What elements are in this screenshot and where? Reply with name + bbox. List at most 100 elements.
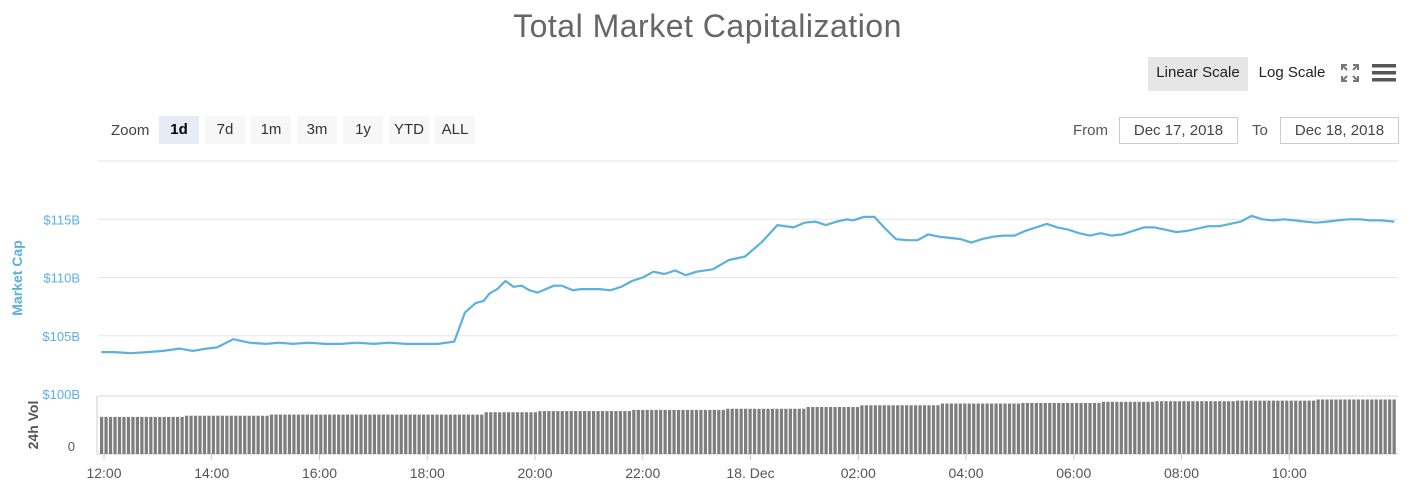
volume-bar — [1016, 403, 1021, 454]
volume-bar — [533, 412, 538, 454]
volume-bar — [265, 415, 269, 454]
volume-bar — [520, 412, 524, 454]
volume-bar — [1057, 402, 1061, 454]
volume-bar — [578, 411, 582, 454]
volume-bar — [417, 414, 421, 454]
volume-bar — [1119, 401, 1123, 454]
volume-bar — [135, 416, 139, 454]
zoom-7d-button[interactable]: 7d — [205, 116, 245, 144]
volume-bar — [981, 403, 985, 454]
volume-bar — [690, 409, 694, 454]
zoom-1y-button[interactable]: 1y — [343, 116, 383, 144]
volume-bar — [1115, 401, 1119, 454]
volume-bar — [1039, 402, 1043, 454]
volume-bar — [1249, 400, 1253, 454]
volume-bar — [426, 414, 430, 454]
x-tick-label: 08:00 — [1164, 465, 1199, 481]
volume-bar — [761, 408, 766, 454]
volume-bar — [659, 409, 663, 454]
volume-bar — [1352, 399, 1356, 454]
volume-bar — [900, 405, 904, 454]
volume-bar — [998, 403, 1003, 454]
volume-bar — [703, 409, 707, 454]
to-date-input[interactable] — [1280, 117, 1399, 144]
volume-bar — [413, 414, 417, 454]
log-scale-button[interactable]: Log Scale — [1258, 64, 1326, 81]
volume-bar — [712, 409, 716, 454]
zoom-1m-button[interactable]: 1m — [251, 116, 291, 144]
volume-bar — [1285, 400, 1289, 454]
volume-bar — [1088, 402, 1092, 454]
volume-bar — [784, 408, 788, 454]
volume-bar — [345, 414, 350, 454]
zoom-ytd-button[interactable]: YTD — [389, 116, 429, 144]
volume-bar — [274, 414, 278, 454]
volume-bar — [1209, 401, 1213, 454]
volume-bar — [1240, 400, 1244, 454]
volume-bar — [167, 416, 171, 454]
volume-bar — [229, 415, 233, 454]
volume-bar — [869, 405, 873, 454]
volume-bar — [802, 408, 806, 454]
volume-bar — [1025, 402, 1030, 454]
volume-bar — [636, 409, 640, 454]
from-date-input[interactable] — [1119, 117, 1238, 144]
volume-bar — [1133, 401, 1137, 454]
volume-bar — [466, 414, 470, 454]
volume-bar — [891, 405, 895, 454]
volume-bar — [654, 409, 658, 454]
volume-bar — [1074, 402, 1079, 454]
volume-bar — [591, 411, 596, 454]
volume-bar — [198, 415, 202, 454]
x-tick-label: 06:00 — [1056, 465, 1091, 481]
zoom-all-button[interactable]: ALL — [435, 116, 475, 144]
volume-bar — [650, 409, 654, 454]
volume-bar — [587, 411, 591, 454]
volume-bar — [972, 403, 976, 454]
volume-bar — [1083, 402, 1088, 454]
volume-bar — [207, 415, 211, 454]
zoom-3m-button[interactable]: 3m — [297, 116, 337, 144]
volume-bar — [162, 416, 166, 454]
zoom-1d-button[interactable]: 1d — [159, 116, 199, 144]
volume-bar — [390, 414, 394, 454]
volume-bar — [1325, 399, 1329, 454]
volume-bar — [511, 412, 515, 454]
volume-bar — [243, 415, 247, 454]
volume-bar — [820, 407, 824, 454]
volume-bar — [489, 412, 493, 454]
volume-bar — [184, 415, 189, 454]
volume-bar — [395, 414, 399, 454]
volume-bar — [1258, 400, 1262, 454]
volume-bar — [1124, 401, 1128, 454]
volume-bar — [596, 411, 600, 454]
y-axis-title: Market Cap — [9, 240, 25, 315]
volume-bar — [493, 412, 497, 454]
to-label: To — [1252, 122, 1268, 139]
menu-icon[interactable] — [1372, 63, 1396, 83]
volume-bar — [583, 411, 587, 454]
fullscreen-icon[interactable] — [1340, 63, 1360, 83]
volume-bar — [730, 408, 734, 454]
y-tick-label: $105B — [42, 329, 80, 344]
x-tick-label: 12:00 — [86, 465, 121, 481]
volume-bar — [609, 411, 614, 454]
volume-bar — [775, 408, 779, 454]
volume-bar — [931, 405, 936, 454]
volume-bar — [261, 415, 265, 454]
volume-bar — [1267, 400, 1271, 454]
volume-bar — [873, 405, 877, 454]
volume-bar — [632, 409, 636, 454]
linear-scale-button[interactable]: Linear Scale — [1148, 57, 1248, 91]
volume-bar — [694, 409, 699, 454]
volume-bar — [1155, 401, 1159, 454]
volume-bar — [551, 411, 555, 454]
volume-bar — [1137, 401, 1141, 454]
volume-bar — [672, 409, 676, 454]
volume-bar — [158, 416, 162, 454]
volume-bar — [332, 414, 336, 454]
volume-bar — [1316, 399, 1320, 454]
volume-bar — [967, 403, 971, 454]
volume-bar — [605, 411, 609, 454]
volume-bar — [806, 407, 810, 454]
